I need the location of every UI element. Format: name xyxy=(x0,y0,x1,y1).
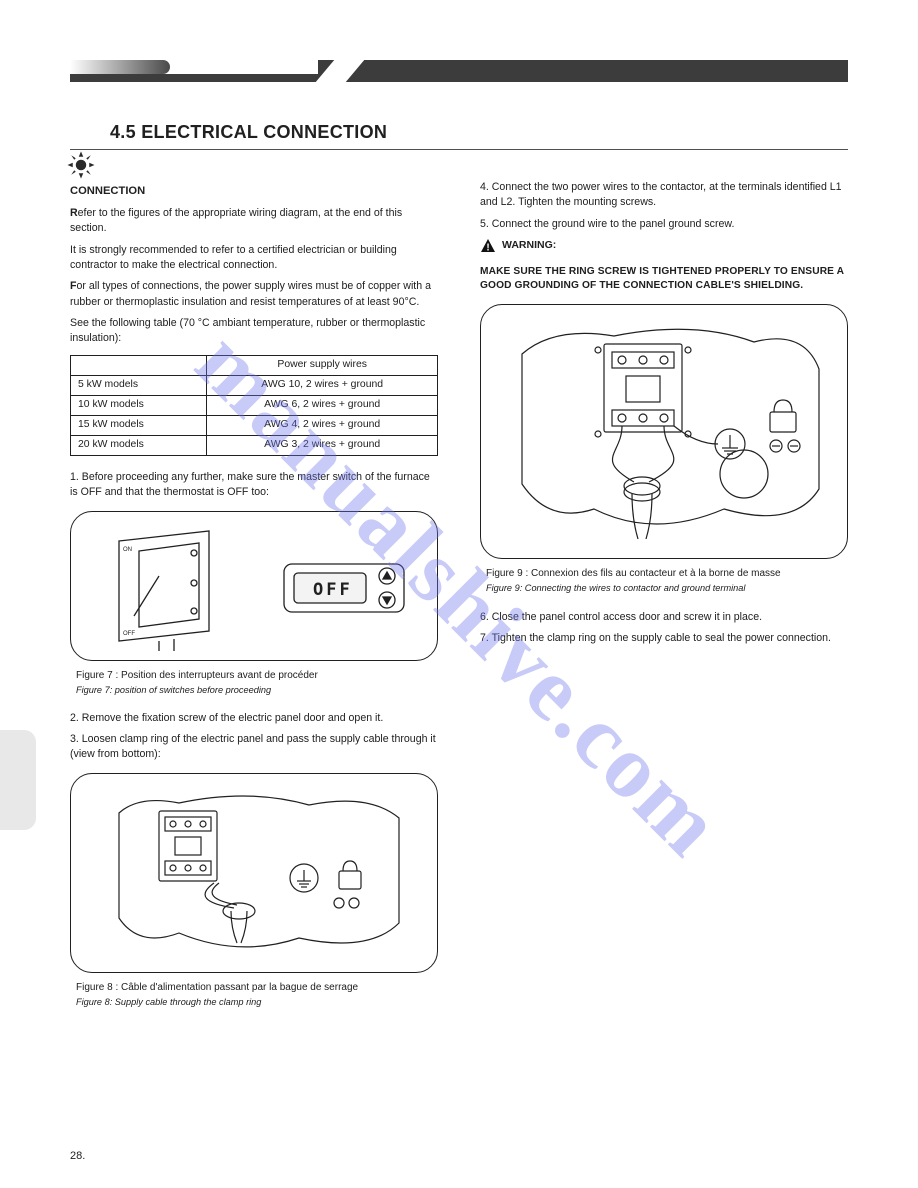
table-cell: Power supply wires xyxy=(207,355,438,375)
step-2: 2. Remove the fixation screw of the elec… xyxy=(70,711,438,726)
wire-spec-table: Power supply wires 5 kW models AWG 10, 2… xyxy=(70,355,438,456)
table-row: 5 kW models AWG 10, 2 wires + ground xyxy=(71,375,438,395)
fig9-caption-fr: Figure 9 : Connexion des fils au contact… xyxy=(486,567,848,581)
fig7-caption-en: Figure 7: position of switches before pr… xyxy=(76,684,438,697)
table-cell: AWG 10, 2 wires + ground xyxy=(207,375,438,395)
body-columns: CONNECTION Refer to the figures of the a… xyxy=(70,174,848,1023)
table-cell: AWG 3, 2 wires + ground xyxy=(207,435,438,455)
step-6: 6. Close the panel control access door a… xyxy=(480,610,848,625)
fig8-caption-fr: Figure 8 : Câble d'alimentation passant … xyxy=(76,981,438,995)
intro-para-1: Refer to the figures of the appropriate … xyxy=(70,206,438,237)
figure-8-svg xyxy=(89,783,419,963)
table-cell: AWG 4, 2 wires + ground xyxy=(207,415,438,435)
step-7: 7. Tighten the clamp ring on the supply … xyxy=(480,631,848,646)
connect-heading: CONNECTION xyxy=(70,184,438,200)
table-row: 10 kW models AWG 6, 2 wires + ground xyxy=(71,395,438,415)
section-title: 4.5 ELECTRICAL CONNECTION xyxy=(110,122,848,143)
figure-8-box xyxy=(70,773,438,973)
step-1: 1. Before proceeding any further, make s… xyxy=(70,470,438,501)
svg-text:ON: ON xyxy=(123,547,132,553)
page-number: 28. xyxy=(70,1150,85,1162)
side-tab xyxy=(0,730,36,830)
supply-para-1: For all types of connections, the power … xyxy=(70,279,438,310)
step-3: 3. Loosen clamp ring of the electric pan… xyxy=(70,732,438,763)
figure-7-svg: OFF ON OFF xyxy=(89,521,419,651)
right-column: 4. Connect the two power wires to the co… xyxy=(480,174,848,1023)
title-underline xyxy=(70,149,848,150)
left-column: CONNECTION Refer to the figures of the a… xyxy=(70,174,438,1023)
header-gradient xyxy=(70,60,170,74)
header-main xyxy=(350,60,848,82)
warning-text: MAKE SURE THE RING SCREW IS TIGHTENED PR… xyxy=(480,265,848,295)
intro-para-2: It is strongly recommended to refer to a… xyxy=(70,243,438,274)
warning-label: WARNING: xyxy=(502,238,556,253)
figure-9-svg xyxy=(494,314,834,549)
table-row: 20 kW models AWG 3, 2 wires + ground xyxy=(71,435,438,455)
table-row: 15 kW models AWG 4, 2 wires + ground xyxy=(71,415,438,435)
warning-icon: ! xyxy=(480,238,496,259)
svg-text:!: ! xyxy=(486,243,489,254)
table-cell: 5 kW models xyxy=(71,375,207,395)
table-cell: 20 kW models xyxy=(71,435,207,455)
table-row: Power supply wires xyxy=(71,355,438,375)
warning-row: ! WARNING: xyxy=(480,238,848,259)
step-5: 5. Connect the ground wire to the panel … xyxy=(480,217,848,232)
figure-7-box: OFF ON OFF xyxy=(70,511,438,661)
figure-9-box xyxy=(480,304,848,559)
header-bar xyxy=(70,60,848,82)
manual-page: 4.5 ELECTRICAL CONNECTION CONNECTION Ref… xyxy=(0,0,918,1188)
table-cell: 15 kW models xyxy=(71,415,207,435)
step-4: 4. Connect the two power wires to the co… xyxy=(480,180,848,211)
fig7-caption-fr: Figure 7 : Position des interrupteurs av… xyxy=(76,669,438,683)
table-cell: AWG 6, 2 wires + ground xyxy=(207,395,438,415)
fig8-caption-en: Figure 8: Supply cable through the clamp… xyxy=(76,996,438,1009)
supply-para-2: See the following table (70 °C ambiant t… xyxy=(70,316,438,347)
svg-text:OFF: OFF xyxy=(313,580,353,600)
table-cell xyxy=(71,355,207,375)
svg-text:OFF: OFF xyxy=(123,631,135,637)
table-cell: 10 kW models xyxy=(71,395,207,415)
fig9-caption-en: Figure 9: Connecting the wires to contac… xyxy=(486,582,848,595)
sawblade-icon xyxy=(66,150,96,185)
